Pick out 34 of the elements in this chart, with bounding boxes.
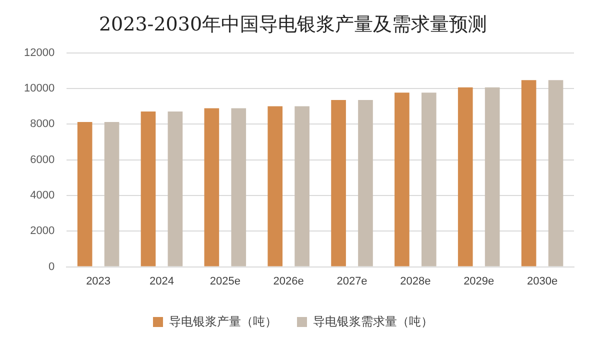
y-tick-label: 8000 [30,118,55,130]
y-tick-label: 12000 [24,46,55,59]
x-tick-label: 2030e [526,275,558,288]
x-tick-label: 2029e [464,275,494,288]
y-tick-label: 10000 [24,82,55,94]
x-tick-label: 2028e [400,275,431,288]
x-tick-label: 2026e [273,275,304,288]
x-tick-label: 2023 [86,275,111,288]
y-tick-label: 0 [48,260,55,273]
x-tick-label: 2025e [210,275,240,288]
bar [140,111,156,266]
bar [168,111,183,266]
bar [294,106,310,266]
bar [548,80,564,266]
y-tick-label: 6000 [30,154,55,166]
legend-label: 导电银浆产量（吨） [169,314,277,328]
bar [458,87,473,266]
legend-label: 导电银浆需求量（吨） [313,314,433,328]
bar [231,108,246,266]
bar [521,80,536,266]
bar [422,92,436,266]
y-tick-label: 2000 [30,225,55,238]
bar [204,108,220,266]
x-tick-label: 2024 [149,275,174,288]
bar [77,122,92,266]
bar [358,100,373,266]
bar [484,87,500,266]
bar [331,100,346,266]
chart-title: 2023-2030年中国导电银浆产量及需求量预测 [98,13,488,36]
bar [268,106,283,266]
x-tick-label: 2027e [336,275,368,288]
y-tick-label: 4000 [30,190,55,202]
bar [104,122,120,266]
bar [394,92,410,266]
